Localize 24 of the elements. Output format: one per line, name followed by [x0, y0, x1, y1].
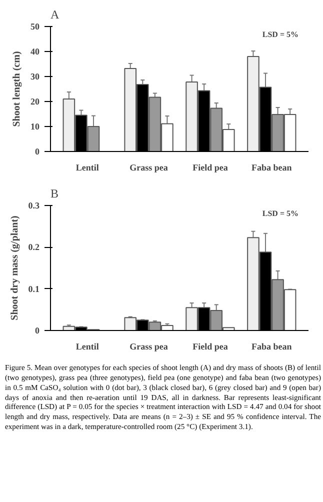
y-axis-title: Shoot length (cm) — [12, 51, 22, 127]
annotation: LSD = 5% — [262, 209, 299, 218]
x-tick-label: Lentil — [76, 342, 100, 352]
y-tick-label: 30 — [30, 72, 40, 82]
y-tick-label: 0.2 — [28, 242, 40, 252]
y-tick-label: 40 — [30, 46, 40, 56]
x-tick-label: Field pea — [192, 162, 228, 172]
y-tick-label: 0 — [35, 146, 40, 156]
y-tick-label: 20 — [30, 96, 40, 106]
y-tick-label: 0.1 — [28, 284, 40, 294]
annotation: LSD = 5% — [262, 30, 299, 39]
chart-title: B — [50, 186, 59, 200]
chart-title: A — [50, 8, 60, 22]
x-tick-label: Grass pea — [130, 342, 168, 352]
y-tick-label: 10 — [30, 122, 40, 132]
x-tick-label: Lentil — [76, 162, 100, 172]
x-tick-label: Field pea — [192, 342, 228, 352]
y-tick-label: 0 — [35, 326, 40, 336]
x-tick-label: Grass pea — [130, 162, 168, 172]
y-tick-label: 50 — [30, 22, 40, 32]
x-tick-label: Faba bean — [252, 342, 292, 352]
y-axis-title: Shoot dry mass (g/plant) — [9, 216, 20, 320]
x-tick-label: Faba bean — [252, 162, 292, 172]
y-tick-label: 0.3 — [28, 200, 40, 210]
